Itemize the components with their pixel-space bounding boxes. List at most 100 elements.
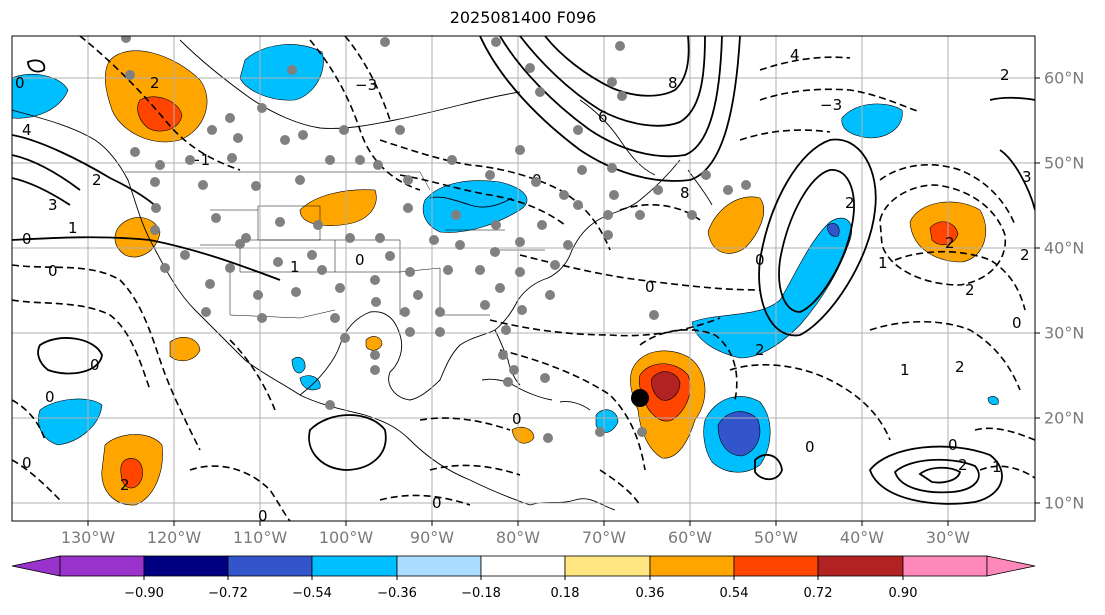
contour-label: 8: [668, 74, 678, 92]
lat-label: 10°N: [1044, 493, 1085, 513]
colorbar-tick-label: −0.36: [377, 586, 417, 601]
colorbar-tick-label: −0.18: [461, 586, 501, 601]
colorbar-segment: [902, 555, 988, 577]
contour-label: 2: [1000, 66, 1010, 84]
contour-label: −1: [188, 151, 210, 169]
colorbar: [11, 555, 1036, 580]
contour-label: 2: [150, 74, 160, 92]
contour-label: −3: [355, 76, 377, 94]
lat-label: 20°N: [1044, 408, 1085, 428]
negative-anomaly-blob: [691, 217, 852, 359]
contour-lines: [12, 36, 1035, 505]
colorbar-high-extension: [986, 555, 1036, 577]
lon-label: 110°W: [232, 528, 288, 547]
contour-label: 8: [680, 184, 690, 202]
colorbar-segment: [59, 555, 145, 577]
lon-label: 50°W: [753, 528, 799, 547]
contour-label: 2: [845, 194, 855, 212]
colorbar-tick-label: 0.72: [803, 586, 833, 601]
contour-label: 2: [1020, 246, 1030, 264]
lon-label: 120°W: [146, 528, 202, 547]
lat-lon-grid: [12, 36, 1035, 521]
contour-label: 0: [1012, 314, 1022, 332]
colorbar-tick-label: 0.54: [719, 586, 749, 601]
negative-anomaly-core: [827, 223, 840, 237]
contour-label: 0: [805, 438, 815, 456]
lon-label: 60°W: [667, 528, 713, 547]
positive-anomaly-core: [651, 371, 681, 401]
colorbar-tick-label: −0.54: [292, 586, 332, 601]
colorbar-segment: [311, 555, 398, 577]
contour-label: 4: [790, 46, 800, 64]
colorbar-segment: [564, 555, 651, 577]
lon-label: 90°W: [409, 528, 455, 547]
contour-label: 0: [645, 278, 655, 296]
contour-label: 0: [48, 262, 58, 280]
contour-label: 1: [900, 361, 910, 379]
lon-label: 100°W: [318, 528, 374, 547]
storm-center-marker: [631, 389, 649, 407]
positive-anomaly-blob: [114, 217, 161, 258]
colorbar-segment: [733, 555, 819, 577]
positive-anomaly-blob: [707, 196, 765, 254]
contour-label: 6: [598, 108, 608, 126]
contour-lines-dashed: [12, 36, 1035, 521]
lat-label: 30°N: [1044, 323, 1085, 343]
positive-anomaly-blob: [299, 189, 377, 226]
contour-labels: 2 0 4 2 3 1 0 0 −1 −3 6 8 8 0 1 0 0 0 0 …: [15, 46, 1032, 525]
colorbar-segment: [649, 555, 735, 577]
contour-label: 2: [945, 234, 955, 252]
positive-anomaly-blob: [511, 426, 535, 444]
contour-label: 0: [90, 356, 100, 374]
colorbar-segment: [143, 555, 229, 577]
negative-anomaly-blob: [291, 356, 306, 374]
lon-label: 40°W: [839, 528, 885, 547]
positive-anomaly-core: [120, 458, 143, 489]
colorbar-tick-label: 0.18: [550, 586, 580, 601]
lon-label: 80°W: [495, 528, 541, 547]
map-frame: [11, 35, 1036, 522]
contour-label: 2: [755, 341, 765, 359]
colorbar-segment: [396, 555, 482, 577]
negative-anomaly-blob: [987, 396, 999, 406]
contour-label: 0: [512, 410, 522, 428]
contour-label: 0: [22, 230, 32, 248]
contour-label: 0: [755, 251, 765, 269]
negative-anomaly-blob: [239, 44, 324, 101]
contour-label: 4: [22, 121, 32, 139]
contour-label: 1: [878, 254, 888, 272]
negative-anomaly-blob: [299, 375, 321, 391]
observation-dots: [121, 36, 751, 443]
contour-label: 0: [45, 388, 55, 406]
contour-label: 0: [432, 494, 442, 512]
contour-label: 0: [258, 507, 268, 525]
map-title: 2025081400 F096: [449, 8, 597, 27]
contour-label: 1: [992, 458, 1002, 476]
contour-label: 1: [290, 258, 300, 276]
contour-label: 3: [48, 196, 58, 214]
contour-label: 2: [120, 476, 130, 494]
positive-anomaly-blob: [169, 337, 201, 362]
contour-label: 2: [92, 171, 102, 189]
axis-ticks: [87, 77, 1040, 526]
lon-label: 130°W: [60, 528, 116, 547]
lat-label: 40°N: [1044, 238, 1085, 258]
colorbar-tick-label: −0.72: [208, 586, 248, 601]
colorbar-tick-label: −0.90: [124, 586, 164, 601]
contour-label: −3: [820, 96, 842, 114]
negative-anomaly-blob: [12, 73, 69, 119]
lat-label: 50°N: [1044, 153, 1085, 173]
colorbar-segment: [480, 555, 566, 577]
lat-label: 60°N: [1044, 68, 1085, 88]
positive-anomaly-core: [929, 221, 959, 246]
colorbar-tick-label: 0.36: [635, 586, 665, 601]
contour-label: 3: [1022, 168, 1032, 186]
colorbar-segment: [227, 555, 313, 577]
contour-label: 2: [958, 456, 968, 474]
colorbar-segment: [817, 555, 904, 577]
lon-label: 70°W: [581, 528, 627, 547]
contour-label: 0: [22, 454, 32, 472]
colorbar-low-extension: [11, 555, 61, 577]
negative-anomaly-core: [717, 411, 761, 457]
